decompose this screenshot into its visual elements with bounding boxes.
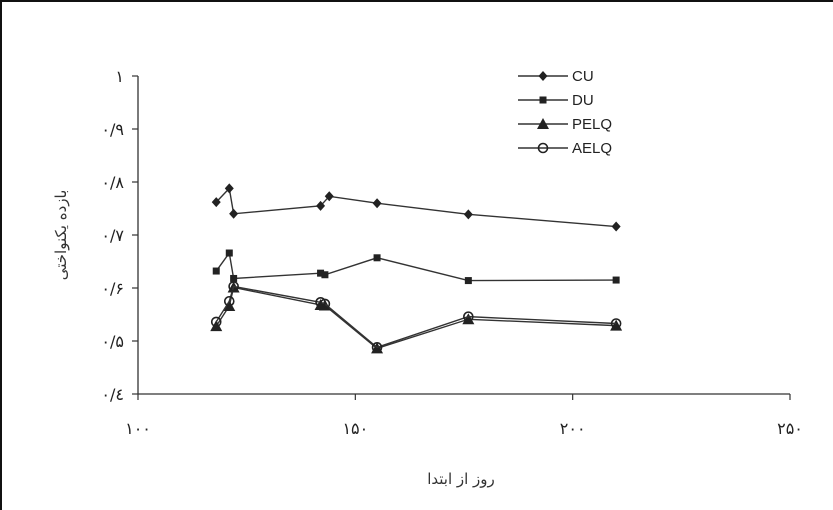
legend-label-cu: CU <box>572 68 594 85</box>
legend-marker-cu <box>538 71 548 81</box>
y-tick-label: ۱ <box>115 67 124 86</box>
series-layer <box>210 183 623 354</box>
series-aelq-point <box>319 298 331 310</box>
series-aelq-point <box>610 318 622 329</box>
legend-marker-aelq <box>537 142 549 154</box>
series-aelq-point <box>371 342 383 353</box>
legend-item-pelq: PELQ <box>518 116 612 133</box>
series-du-point <box>225 249 233 257</box>
series-cu-point <box>224 183 234 194</box>
legend-label-du: DU <box>572 92 594 109</box>
series-du-point <box>464 277 472 285</box>
series-cu-point <box>211 197 221 208</box>
ticks: ۰/٤ ۰/۵ ۰/۶ ۰/۷ ۰/۸ ۰/۹ ۱ ۱۰۰ ۱۵۰ ۲۰۰ ۲۵۰ <box>101 67 802 438</box>
series-cu-point <box>463 209 473 220</box>
series-aelq-point <box>223 295 235 307</box>
series-du-point <box>212 267 220 275</box>
series-du-line <box>215 251 617 282</box>
legend: CU DU PELQ AELQ <box>518 68 612 157</box>
axes <box>137 76 790 395</box>
legend-item-cu: CU <box>518 68 594 85</box>
y-tick-label: ۰/٤ <box>101 385 124 404</box>
y-tick-label: ۰/۵ <box>101 332 124 351</box>
series-cu-point <box>372 198 382 209</box>
y-tick-label: ۰/۷ <box>101 226 124 245</box>
legend-marker-du <box>539 96 547 104</box>
series-pelq-line <box>215 286 617 350</box>
y-tick-label: ۰/۹ <box>101 120 124 139</box>
y-tick-label: ۰/۸ <box>101 173 124 192</box>
series-cu-point <box>324 191 334 202</box>
series-pelq-point <box>610 319 623 331</box>
x-tick-label: ۲۵۰ <box>777 419 803 438</box>
series-du-point <box>321 271 329 279</box>
series-du <box>212 249 620 285</box>
series-cu-point <box>229 208 239 219</box>
legend-label-pelq: PELQ <box>572 116 612 133</box>
series-aelq-point <box>463 311 474 322</box>
series-pelq <box>210 281 623 354</box>
series-cu-line <box>215 186 617 228</box>
y-tick-label: ۰/۶ <box>101 279 124 298</box>
series-du-point <box>230 274 238 282</box>
legend-marker-pelq <box>537 118 549 129</box>
series-du-point <box>317 269 325 277</box>
series-cu-point <box>316 200 326 211</box>
x-tick-label: ۱۰۰ <box>125 419 151 438</box>
y-axis-label: بازده یکنواختی <box>52 190 70 281</box>
x-tick-label: ۲۰۰ <box>560 419 586 438</box>
series-aelq-point <box>210 316 222 328</box>
series-cu-point <box>611 221 621 232</box>
x-axis-label: روز از ابتدا <box>427 470 495 488</box>
legend-item-du: DU <box>518 92 594 109</box>
series-aelq-point <box>228 281 239 292</box>
series-du-point <box>373 254 381 262</box>
series-pelq-point <box>462 313 475 325</box>
legend-item-aelq: AELQ <box>518 140 612 157</box>
x-tick-label: ۱۵۰ <box>342 419 368 438</box>
series-cu <box>211 183 621 232</box>
series-du-point <box>612 276 620 284</box>
series-aelq-line <box>215 285 617 349</box>
legend-label-aelq: AELQ <box>572 140 612 157</box>
series-aelq <box>210 281 622 353</box>
